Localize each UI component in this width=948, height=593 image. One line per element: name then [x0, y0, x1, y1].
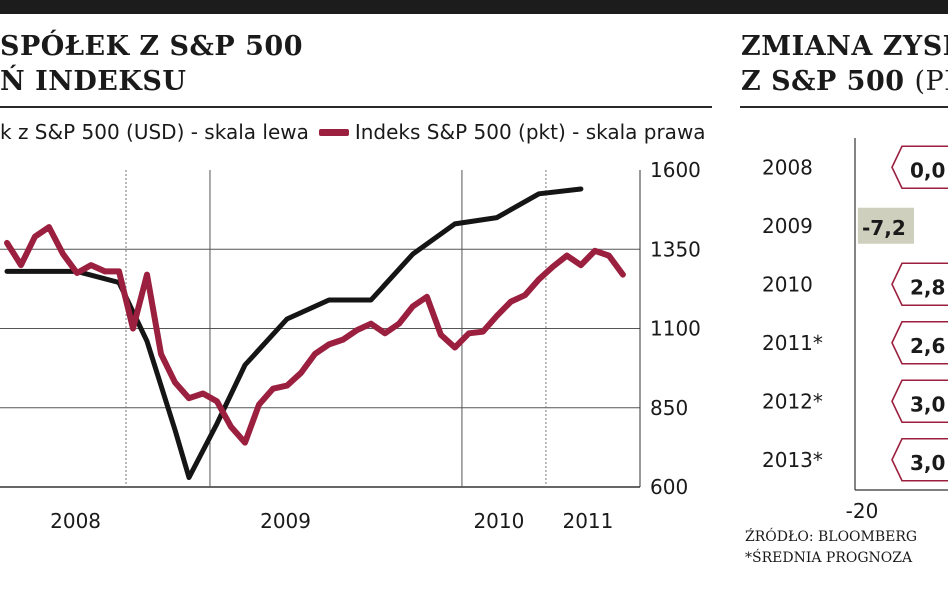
source-line2: *ŚREDNIA PROGNOZA — [745, 550, 913, 566]
bar-category-label: 2008 — [762, 155, 813, 179]
x-tick-label: 2009 — [260, 509, 311, 533]
y-tick-label: 850 — [650, 396, 688, 420]
legend: k z S&P 500 (USD) - skala lewa Indeks S&P… — [0, 122, 706, 142]
bar-category-label: 2012* — [762, 389, 823, 413]
bar-positive-badge — [891, 379, 948, 424]
bar-value-label: 3,0 — [910, 392, 945, 416]
series-line-crimson — [4, 224, 626, 446]
right-title-bold: Z S&P 500 — [741, 66, 905, 97]
left-chart-title-line1: SPÓŁEK Z S&P 500 — [0, 31, 303, 62]
bar-value-label: 0,0 — [910, 158, 945, 182]
source-line1: ŹRÓDŁO: BLOOMBERG — [745, 529, 918, 545]
legend-crimson-swatch — [318, 128, 349, 136]
legend-crimson-label: Indeks S&P 500 (pkt) - skala prawa — [354, 120, 706, 144]
legend-black-label: k z S&P 500 (USD) - skala lewa — [0, 120, 309, 144]
bar-value-label: 2,6 — [910, 334, 945, 358]
bar-positive-badge — [891, 145, 948, 190]
y-tick-label: 1600 — [650, 158, 701, 182]
top-bar — [0, 0, 948, 14]
y-tick-label: 1350 — [650, 237, 701, 261]
bar-value-label: -7,2 — [862, 216, 906, 240]
right-title-muted: (PRO — [914, 66, 948, 97]
bar-value-label: 2,8 — [910, 275, 945, 299]
y-tick-label: 1100 — [650, 317, 701, 341]
right-title-rule — [740, 106, 948, 108]
bar-category-label: 2011* — [762, 331, 823, 355]
series-line-black — [4, 186, 584, 480]
bar-negative — [857, 207, 914, 244]
bar-x-tick-label: -20 — [846, 499, 879, 523]
bar-category-label: 2009 — [762, 214, 813, 238]
bar-category-label: 2013* — [762, 448, 823, 472]
x-tick-label: 2008 — [50, 509, 101, 533]
bar-positive-badge — [891, 262, 948, 307]
bar-value-label: 3,0 — [910, 451, 945, 475]
bar-positive-badge — [891, 437, 948, 482]
right-chart-title-line2: Z S&P 500 (PRO — [741, 68, 948, 95]
y-tick-label: 600 — [650, 475, 688, 499]
x-tick-label: 2010 — [473, 509, 524, 533]
right-chart-title-line1: ZMIANA ZYSKU — [741, 31, 948, 62]
x-tick-label: 2011 — [562, 509, 613, 533]
bar-category-label: 2010 — [762, 272, 813, 296]
left-chart-title-line2: Ń INDEKSU — [0, 66, 187, 97]
bar-positive-badge — [891, 320, 948, 365]
left-title-rule — [0, 106, 712, 108]
